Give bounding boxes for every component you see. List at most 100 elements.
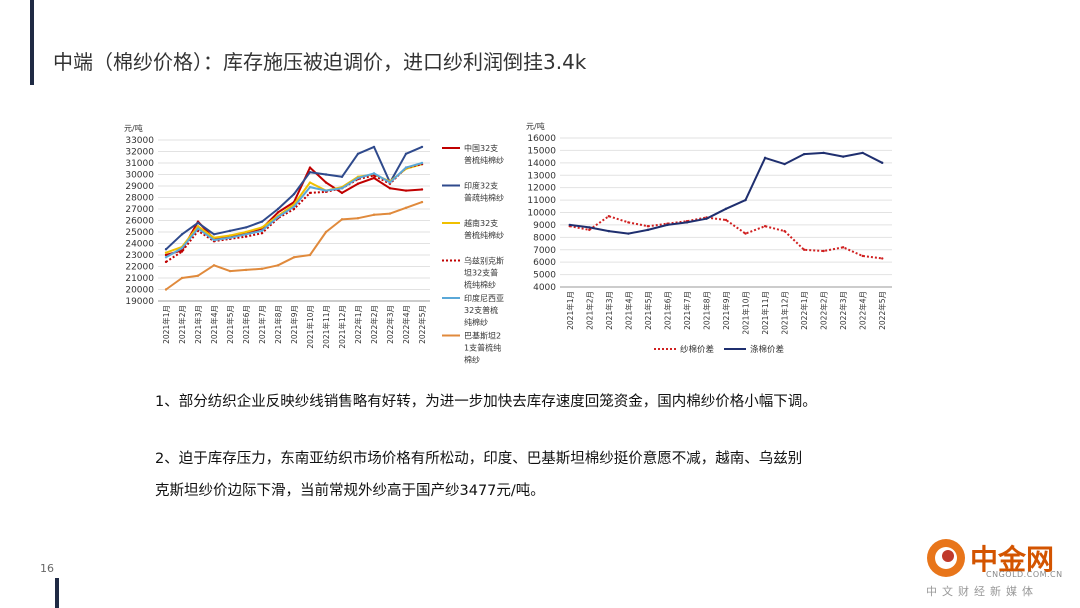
data-point — [244, 226, 248, 229]
data-point — [212, 233, 216, 236]
y-tick-label: 9000 — [533, 221, 556, 231]
y-tick-label: 33000 — [125, 136, 154, 146]
data-point — [308, 181, 312, 184]
x-tick-label: 2021年6月 — [662, 291, 672, 330]
data-point — [244, 233, 248, 236]
y-tick-label: 8000 — [533, 233, 556, 243]
x-tick-label: 2021年10月 — [741, 291, 751, 335]
data-point — [164, 288, 168, 291]
data-point — [881, 257, 884, 260]
legend-label-2: 涤棉价差 — [750, 344, 784, 355]
x-tick-label: 2021年1月 — [161, 305, 171, 344]
legend-label-4: 梳纯棉纱 — [464, 280, 496, 290]
data-point — [881, 161, 884, 165]
data-point — [180, 233, 184, 236]
data-point — [324, 181, 328, 184]
data-point — [388, 187, 392, 190]
data-point — [164, 256, 168, 259]
data-point — [196, 221, 200, 224]
data-point — [308, 171, 312, 174]
data-point — [646, 228, 650, 232]
x-tick-label: 2022年3月 — [385, 305, 395, 344]
y-tick-label: 24000 — [125, 240, 154, 250]
series-line-2 — [569, 151, 883, 235]
x-tick-label: 2022年4月 — [858, 291, 868, 330]
legend-label-1: 普梳纯棉纱 — [464, 155, 504, 165]
y-axis-unit-label: 元/吨 — [124, 123, 143, 133]
data-point — [212, 264, 216, 267]
data-point — [705, 217, 708, 220]
data-point — [180, 250, 184, 253]
data-point — [356, 217, 360, 220]
y-axis-unit-label: 元/吨 — [526, 122, 545, 131]
data-point — [260, 226, 264, 229]
data-point — [308, 185, 312, 189]
data-point — [308, 191, 312, 195]
data-point — [276, 211, 280, 214]
data-point — [292, 192, 296, 196]
legend-label-6: 1支普梳纯 — [464, 343, 501, 353]
data-point — [404, 152, 408, 155]
data-point — [685, 221, 689, 224]
data-point — [388, 181, 392, 184]
data-point — [802, 248, 806, 251]
data-point — [260, 231, 264, 235]
data-point — [372, 176, 376, 180]
data-point — [180, 246, 184, 250]
data-point — [276, 207, 280, 211]
data-point — [308, 166, 312, 169]
data-point — [324, 230, 328, 234]
data-point — [212, 238, 216, 242]
y-tick-label: 31000 — [125, 159, 154, 169]
y-tick-label: 13000 — [527, 171, 556, 181]
y-tick-label: 7000 — [533, 246, 556, 256]
data-point — [244, 230, 248, 234]
data-point — [196, 225, 200, 228]
x-tick-label: 2022年2月 — [819, 291, 829, 330]
data-point — [372, 174, 376, 177]
data-point — [783, 229, 786, 233]
data-point — [244, 268, 248, 272]
x-tick-label: 2021年4月 — [623, 291, 633, 330]
legend-label-5: 32支普梳 — [464, 305, 498, 315]
data-point — [356, 176, 360, 180]
y-tick-label: 29000 — [125, 182, 154, 192]
legend-label-1: 中国32支 — [464, 143, 498, 153]
page-title: 中端（棉纱价格）：库存施压被迫调价，进口纱利润倒挂3.4k — [53, 50, 587, 74]
data-point — [568, 223, 571, 227]
data-point — [420, 188, 424, 191]
x-tick-label: 2021年9月 — [721, 291, 731, 330]
data-point — [420, 200, 424, 204]
legend-label-5: 印度尼西亚 — [464, 293, 504, 303]
data-point — [420, 161, 424, 165]
data-point — [588, 228, 591, 232]
x-tick-label: 2021年7月 — [257, 305, 267, 344]
x-tick-label: 2021年8月 — [273, 305, 283, 344]
y-tick-label: 15000 — [527, 146, 556, 156]
title-accent-bar — [30, 0, 34, 85]
legend-label-5: 纯棉纱 — [464, 317, 488, 327]
data-point — [228, 269, 232, 273]
legend-label-6: 棉纱 — [464, 355, 480, 365]
y-tick-label: 20000 — [125, 286, 154, 296]
y-tick-label: 4000 — [533, 283, 556, 293]
y-tick-label: 30000 — [125, 171, 154, 181]
data-point — [841, 155, 845, 158]
y-tick-label: 6000 — [533, 258, 556, 268]
logo-icon: 中金网 — [927, 539, 1054, 577]
y-tick-label: 19000 — [125, 297, 154, 307]
data-point — [607, 215, 611, 218]
paragraph-2-line-2: 克斯坦纱价边际下滑，当前常规外纱高于国产纱3477元/吨。 — [155, 483, 545, 499]
data-point — [292, 205, 296, 208]
y-tick-label: 23000 — [125, 251, 154, 261]
page-number: 16 — [40, 562, 54, 575]
data-point — [212, 236, 216, 239]
legend-label-6: 巴基斯坦2 — [464, 331, 501, 341]
data-point — [627, 221, 630, 224]
x-tick-label: 2021年7月 — [682, 291, 692, 330]
data-point — [607, 229, 611, 233]
x-tick-label: 2022年5月 — [877, 291, 887, 330]
data-point — [646, 224, 650, 228]
data-point — [724, 207, 728, 210]
y-tick-label: 25000 — [125, 228, 154, 238]
